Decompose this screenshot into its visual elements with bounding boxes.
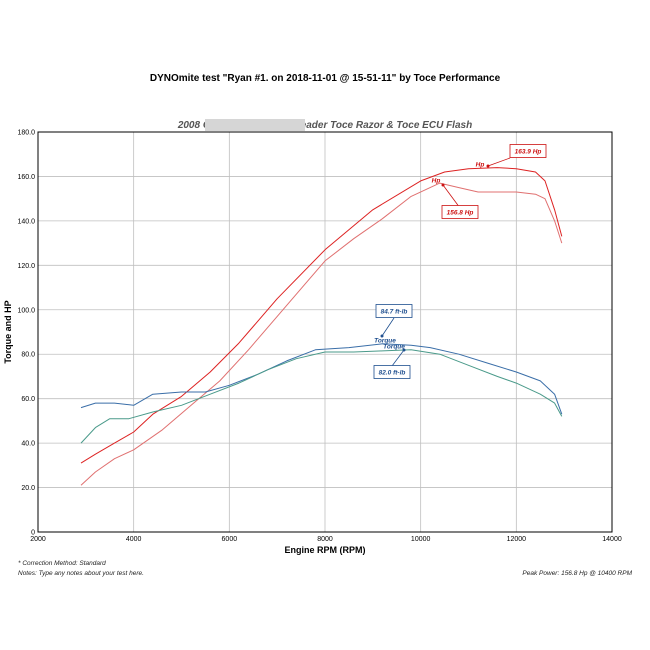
x-tick-label: 8000 <box>317 536 333 543</box>
annotation-leader <box>442 184 461 209</box>
x-tick-label: 10000 <box>411 536 431 543</box>
annotation-leader <box>381 317 395 337</box>
plot-frame <box>37 131 613 533</box>
series-line-0 <box>80 167 563 464</box>
y-axis-label: Torque and HP <box>3 300 13 363</box>
y-tick-label: 140.0 <box>17 218 35 225</box>
x-tick-label: 2000 <box>30 536 46 543</box>
annotation-arrowhead <box>486 164 490 168</box>
x-tick-label: 14000 <box>602 536 622 543</box>
subtitle-group: 2008 CBR1000 vs Stock Header Toce Razor … <box>177 119 472 131</box>
annotation-label: 82.0 ft-lb <box>379 369 406 376</box>
annotation-leader <box>487 157 511 167</box>
y-tick-label: 80.0 <box>21 352 35 359</box>
annotation-leader <box>391 349 405 367</box>
annotation-label: Torque <box>374 337 396 344</box>
annotation-label: Hp <box>432 177 441 184</box>
redacted-block <box>205 119 305 131</box>
series-line-2 <box>80 343 563 415</box>
annotation-arrowhead <box>380 334 384 338</box>
y-tick-label: 20.0 <box>21 485 35 492</box>
series-line-1 <box>80 182 563 486</box>
annotation-box <box>441 205 479 219</box>
annotation-label: 156.8 Hp <box>447 209 474 216</box>
notes-text: Notes: Type any notes about your test he… <box>18 570 144 577</box>
y-tick-label: 0 <box>31 530 35 537</box>
correction-note: * Correction Method: Standard <box>18 560 106 567</box>
annotation-label: Hp <box>476 161 485 168</box>
annotation-box <box>509 144 547 158</box>
peak-power: Peak Power: 156.8 Hp @ 10400 RPM <box>522 570 632 577</box>
x-tick-label: 12000 <box>507 536 527 543</box>
x-tick-label: 4000 <box>126 536 142 543</box>
y-tick-label: 100.0 <box>17 307 35 314</box>
series-line-3 <box>80 349 563 444</box>
y-tick-label: 60.0 <box>21 396 35 403</box>
annotation-label: 84.7 ft-lb <box>381 308 408 315</box>
annotations: 163.9 Hp Hp Hp 156.8 Hp 84.7 ft-lb TorqueTorq… <box>373 144 547 379</box>
annotation-arrowhead <box>402 348 406 352</box>
annotation-box <box>373 365 411 379</box>
y-tick-label: 120.0 <box>17 263 35 270</box>
y-tick-label: 40.0 <box>21 441 35 448</box>
x-axis-label: Engine RPM (RPM) <box>285 545 366 555</box>
grid <box>38 132 612 532</box>
tick-labels: 2000 4000 6000 8000 10000 12000 14000 0 20.0 40.0… <box>17 130 621 544</box>
series-lines <box>80 167 563 486</box>
chart-subtitle: 2008 CBR1000 vs Stock Header Toce Razor … <box>177 120 472 131</box>
y-tick-label: 160.0 <box>17 174 35 181</box>
page-title: DYNOmite test "Ryan #1. on 2018-11-01 @ … <box>150 73 501 84</box>
annotation-arrowhead <box>441 183 445 187</box>
x-tick-label: 6000 <box>222 536 238 543</box>
annotation-box <box>375 304 413 318</box>
y-tick-label: 180.0 <box>17 130 35 137</box>
annotation-label: Torque <box>383 343 405 350</box>
annotation-label: 163.9 Hp <box>515 148 542 155</box>
